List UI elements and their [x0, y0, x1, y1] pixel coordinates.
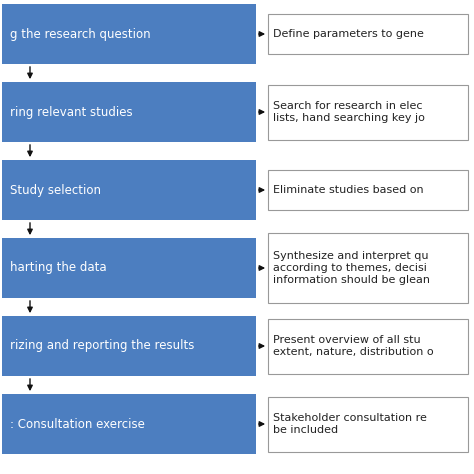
- Text: rizing and reporting the results: rizing and reporting the results: [10, 339, 194, 353]
- Bar: [2, 238, 256, 298]
- Bar: [268, 319, 468, 374]
- Text: Eliminate studies based on: Eliminate studies based on: [273, 185, 424, 195]
- Text: Synthesize and interpret qu
according to themes, decisi
information should be gl: Synthesize and interpret qu according to…: [273, 251, 430, 284]
- Text: Define parameters to gene: Define parameters to gene: [273, 29, 424, 39]
- Bar: [268, 233, 468, 303]
- Bar: [2, 4, 256, 64]
- Bar: [2, 394, 256, 454]
- Text: Study selection: Study selection: [10, 183, 101, 197]
- Bar: [268, 84, 468, 139]
- Bar: [2, 160, 256, 220]
- Bar: [268, 396, 468, 452]
- Bar: [2, 316, 256, 376]
- Text: g the research question: g the research question: [10, 27, 151, 40]
- Text: ring relevant studies: ring relevant studies: [10, 106, 133, 118]
- Text: harting the data: harting the data: [10, 262, 107, 274]
- Bar: [268, 14, 468, 54]
- Text: Present overview of all stu
extent, nature, distribution o: Present overview of all stu extent, natu…: [273, 335, 434, 357]
- Bar: [2, 82, 256, 142]
- Text: Stakeholder consultation re
be included: Stakeholder consultation re be included: [273, 413, 427, 435]
- Text: Search for research in elec
lists, hand searching key jo: Search for research in elec lists, hand …: [273, 101, 425, 123]
- Bar: [268, 170, 468, 210]
- Text: : Consultation exercise: : Consultation exercise: [10, 418, 145, 430]
